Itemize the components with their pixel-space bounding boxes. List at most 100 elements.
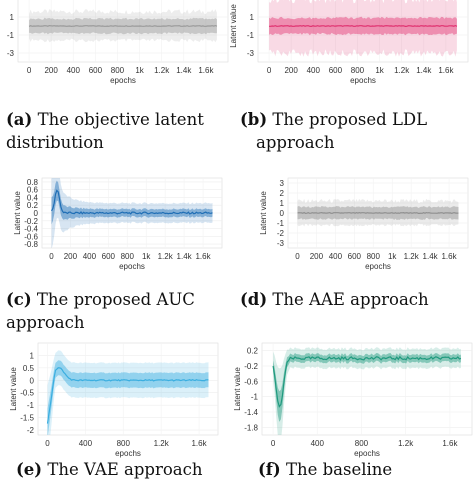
y-tick-label: 0 bbox=[280, 209, 285, 218]
y-tick-label: -0.5 bbox=[20, 389, 34, 398]
series-area bbox=[28, 9, 218, 43]
x-tick-label: 1k bbox=[388, 252, 397, 261]
y-axis-label: Latent value bbox=[229, 4, 238, 48]
y-tick-label: -1 bbox=[251, 393, 259, 402]
y-tick-label: -0.2 bbox=[24, 217, 38, 226]
chart-panel-e: 1 0.5 0 -0.5 -1 -1.5 -2 0 400 800 1.2k 1.6k epochs La… bbox=[9, 342, 219, 458]
y-axis-label: Latent value bbox=[233, 367, 242, 411]
x-tick-label: 800 bbox=[355, 439, 369, 448]
y-tick-label: 0 bbox=[30, 376, 35, 385]
plot-area bbox=[257, 0, 469, 63]
median-line bbox=[269, 24, 458, 28]
y-tick-label: 0.4 bbox=[27, 193, 39, 202]
y-tick-label: -0.6 bbox=[24, 232, 38, 241]
median-line bbox=[297, 211, 459, 215]
x-tick-label: 800 bbox=[111, 66, 125, 75]
x-tick-label: 1.4k bbox=[423, 252, 439, 261]
caption-text: The proposed LDL bbox=[272, 110, 428, 129]
series-area bbox=[297, 198, 459, 227]
y-tick-label: -3 bbox=[247, 49, 255, 58]
caption-letter: (b) bbox=[240, 110, 268, 129]
y-tick-label: -2 bbox=[27, 426, 35, 435]
y-tick-label: -1 bbox=[7, 31, 15, 40]
x-tick-label: 1.4k bbox=[416, 66, 432, 75]
x-tick-label: 1.6k bbox=[198, 66, 214, 75]
median-line bbox=[28, 24, 218, 28]
x-tick-label: 400 bbox=[311, 439, 325, 448]
caption-e: (e) The VAE approach bbox=[16, 458, 203, 481]
inner-band bbox=[47, 360, 209, 435]
y-axis-label: Latent value bbox=[259, 191, 268, 235]
y-tick-label: -0.6 bbox=[244, 377, 258, 386]
x-tick-label: 800 bbox=[121, 252, 135, 261]
x-tick-label: 1k bbox=[375, 66, 384, 75]
caption-c-line2: approach bbox=[6, 313, 85, 332]
y-tick-label: -1 bbox=[277, 219, 285, 228]
caption-letter: (e) bbox=[16, 460, 43, 479]
y-tick-label: 3 bbox=[280, 179, 285, 188]
x-tick-label: 1.6k bbox=[442, 439, 458, 448]
series-area bbox=[272, 347, 462, 435]
median-line bbox=[272, 355, 462, 408]
series-area bbox=[269, 0, 458, 57]
outer-band bbox=[273, 347, 461, 435]
x-tick-label: 600 bbox=[348, 252, 362, 261]
y-tick-label: 0.5 bbox=[23, 364, 35, 373]
caption-b-line2: approach bbox=[256, 133, 335, 152]
caption-c: (c) The proposed AUC bbox=[6, 288, 195, 311]
x-tick-label: 1.2k bbox=[158, 252, 174, 261]
x-tick-label: 1k bbox=[135, 66, 144, 75]
y-tick-label: 0.6 bbox=[27, 186, 39, 195]
outer-band bbox=[269, 0, 457, 57]
y-tick-label: -3 bbox=[277, 239, 285, 248]
x-tick-label: 400 bbox=[79, 439, 93, 448]
y-tick-label: -0.2 bbox=[244, 362, 258, 371]
inner-band bbox=[273, 353, 461, 422]
median-line bbox=[50, 189, 213, 215]
chart-panel-a: 1-1-302004006008001k1.2k1.4k1.6kepochsLa… bbox=[7, 0, 229, 85]
x-tick-label: 1.2k bbox=[398, 439, 414, 448]
y-tick-label: -1.8 bbox=[244, 423, 258, 432]
plot-area bbox=[37, 342, 219, 436]
x-axis-label: epochs bbox=[115, 449, 141, 458]
caption-text: The baseline bbox=[285, 460, 393, 479]
y-axis-label: Latent value bbox=[13, 191, 22, 235]
caption-letter: (d) bbox=[240, 290, 268, 309]
x-tick-label: 1.2k bbox=[154, 66, 170, 75]
x-axis-label: epochs bbox=[354, 449, 380, 458]
caption-letter: (a) bbox=[6, 110, 33, 129]
caption-a: (a) The objective latent bbox=[6, 108, 204, 131]
y-tick-label: 1 bbox=[10, 13, 15, 22]
x-axis-label: epochs bbox=[119, 262, 145, 271]
caption-text: The objective latent bbox=[37, 110, 204, 129]
x-tick-label: 400 bbox=[307, 66, 321, 75]
y-tick-label: 0.8 bbox=[27, 178, 39, 187]
x-tick-label: 400 bbox=[329, 252, 343, 261]
y-tick-label: -1 bbox=[247, 31, 255, 40]
x-tick-label: 0 bbox=[27, 66, 32, 75]
x-tick-label: 800 bbox=[367, 252, 381, 261]
caption-f: (f) The baseline bbox=[258, 458, 392, 481]
y-axis-label: Latent value bbox=[9, 367, 18, 411]
x-tick-label: 0 bbox=[49, 252, 54, 261]
caption-d: (d) The AAE approach bbox=[240, 288, 429, 311]
x-tick-label: 800 bbox=[351, 66, 365, 75]
x-tick-label: 0 bbox=[271, 439, 276, 448]
x-axis-label: epochs bbox=[350, 76, 376, 85]
x-tick-label: 800 bbox=[117, 439, 131, 448]
caption-text: The VAE approach bbox=[47, 460, 203, 479]
y-tick-label: 2 bbox=[280, 189, 285, 198]
x-tick-label: 1.2k bbox=[404, 252, 420, 261]
x-tick-label: 400 bbox=[83, 252, 97, 261]
x-axis-label: epochs bbox=[365, 262, 391, 271]
x-tick-label: 1.6k bbox=[191, 439, 207, 448]
x-tick-label: 1.4k bbox=[177, 252, 193, 261]
x-tick-label: 200 bbox=[310, 252, 324, 261]
chart-panel-f: 0.2 -0.2 -0.6 -1 -1.4 -1.8 0 400 800 1.2k 1.6k epoc… bbox=[233, 342, 473, 458]
x-tick-label: 1.4k bbox=[176, 66, 192, 75]
chart-panel-c: 0.80.60.40.20-0.2-0.4-0.6-0.80 200 400 600 8… bbox=[13, 177, 223, 271]
y-tick-label: 1 bbox=[250, 13, 255, 22]
x-axis-label: epochs bbox=[110, 76, 136, 85]
